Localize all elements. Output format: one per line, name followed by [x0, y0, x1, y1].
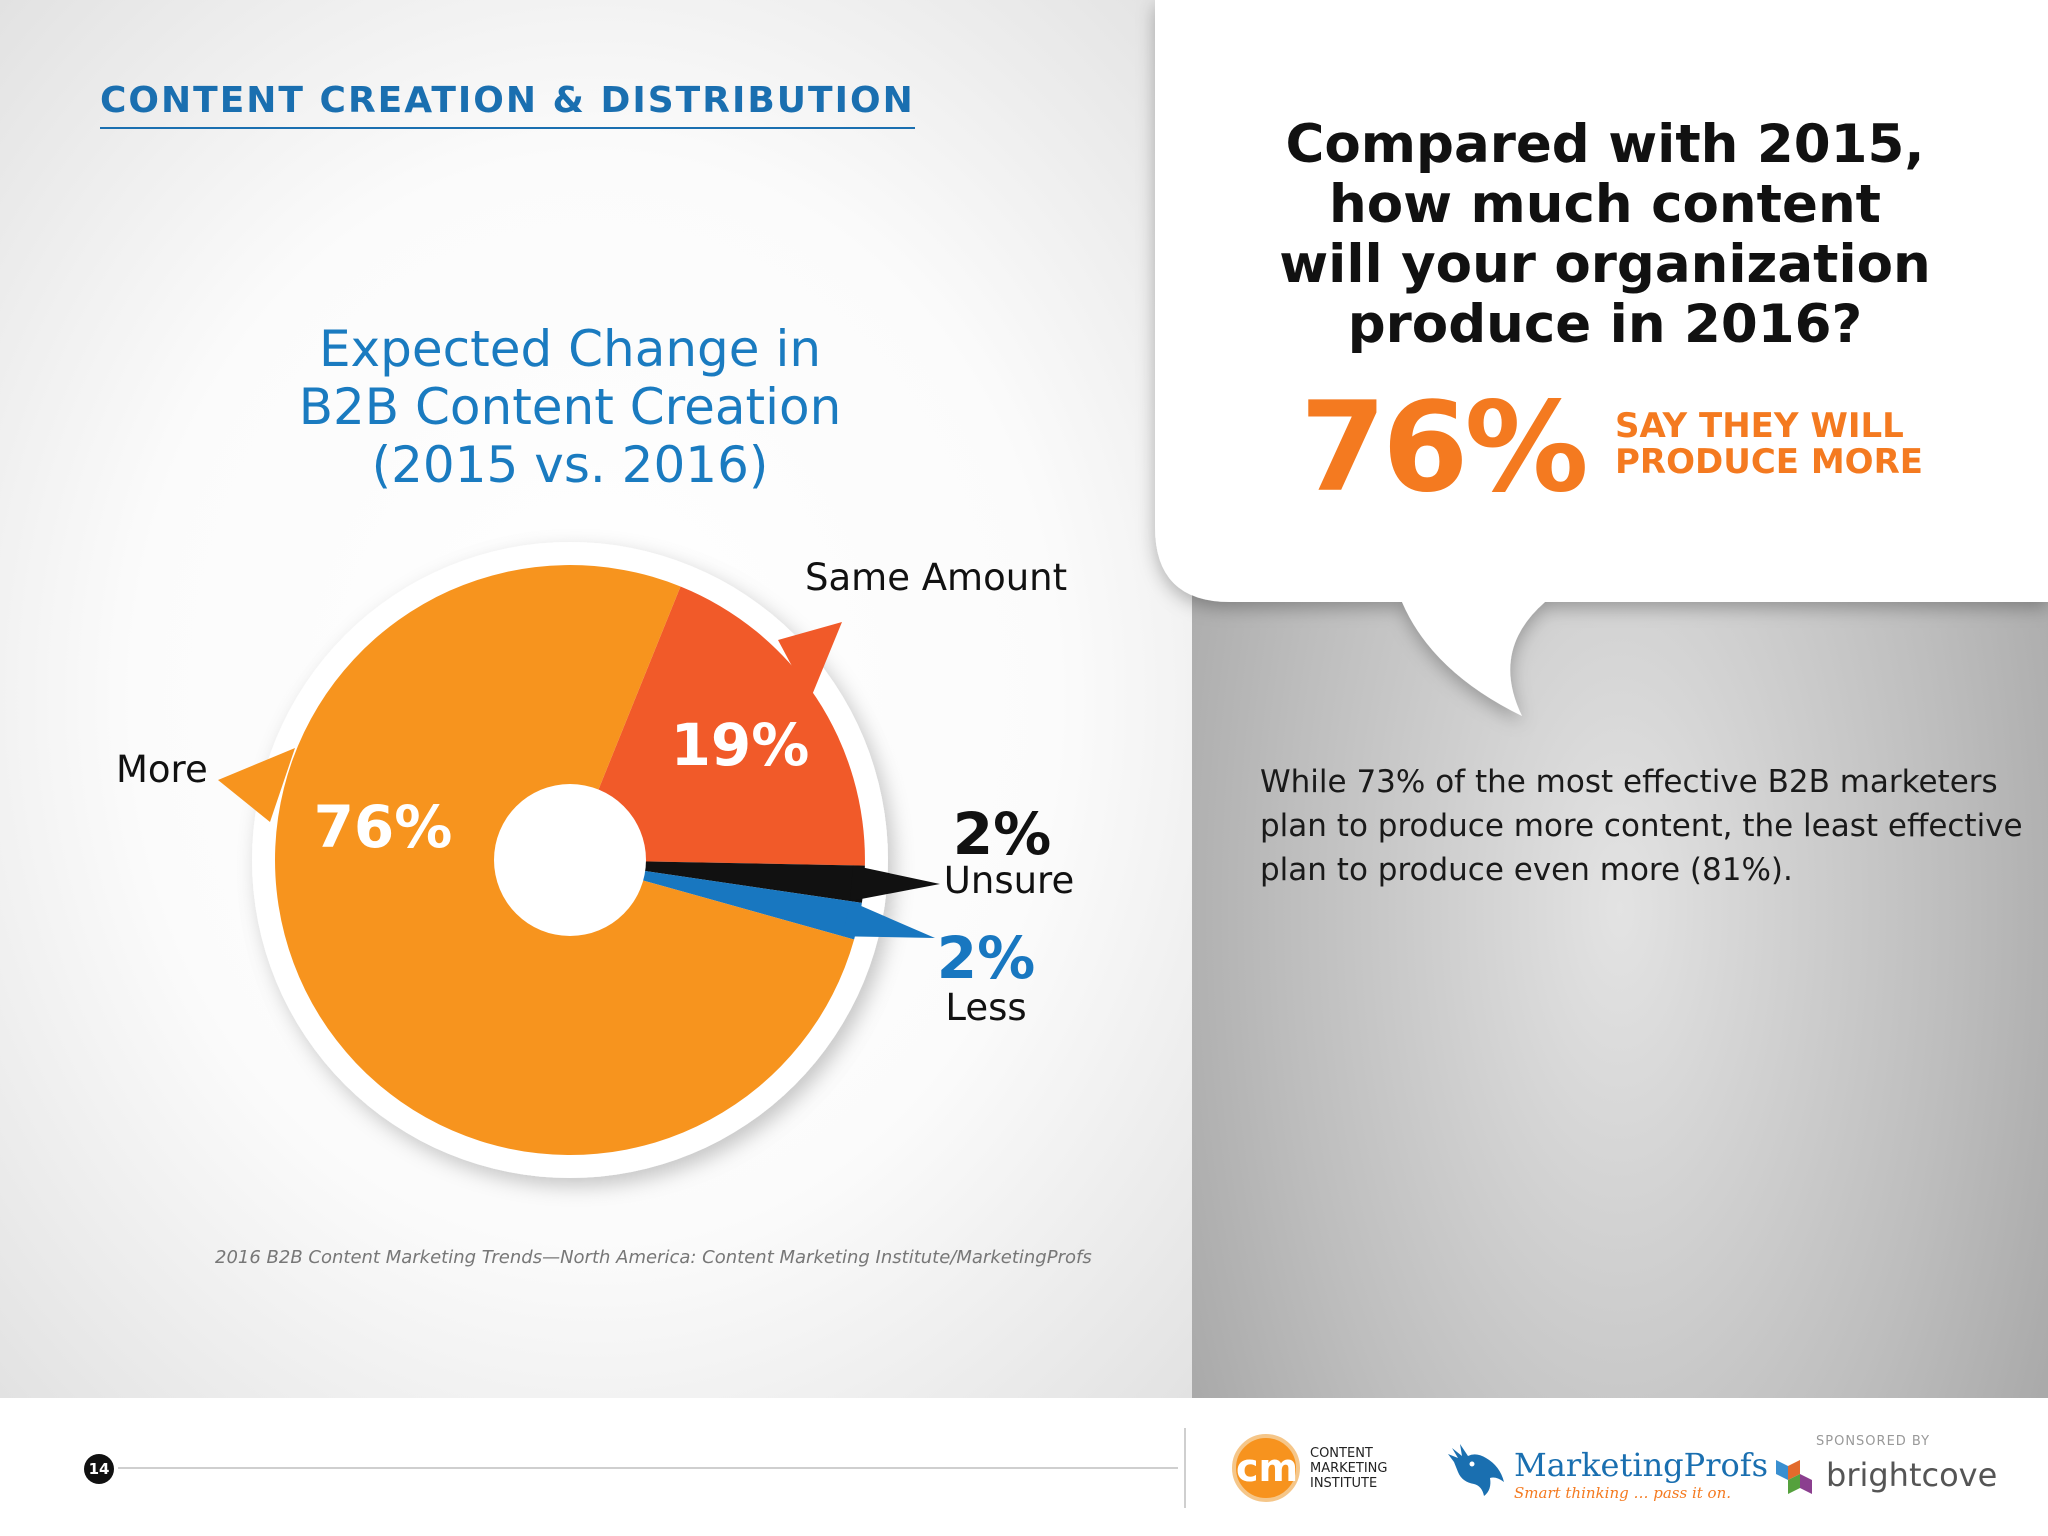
source-note: 2016 B2B Content Marketing Trends—North … — [215, 1247, 1092, 1268]
chart-title-line: B2B Content Creation — [298, 378, 842, 436]
section-heading: CONTENT CREATION & DISTRIBUTION — [100, 80, 915, 129]
value-label-unsure: 2% — [953, 800, 1051, 868]
big-stat-caption: SAY THEY WILL PRODUCE MORE — [1615, 408, 1923, 480]
brightcove-logo[interactable]: SPONSORED BY brightcove — [1772, 1434, 2012, 1504]
cmi-text-line: INSTITUTE — [1310, 1476, 1378, 1491]
question-line: Compared with 2015, — [1285, 114, 1925, 175]
category-label-more: More — [116, 748, 208, 791]
brightcove-mark-icon — [1776, 1460, 1812, 1494]
cmi-logo-badge: cm — [1232, 1434, 1300, 1502]
marketingprofs-name: MarketingProfs — [1514, 1446, 1769, 1484]
survey-question: Compared with 2015, how much content wil… — [1230, 115, 1980, 355]
chart-title-line: (2015 vs. 2016) — [371, 436, 769, 494]
caption-line: SAY THEY WILL — [1615, 406, 1904, 446]
marketingprofs-logo[interactable]: MarketingProfs Smart thinking … pass it … — [1448, 1440, 1768, 1510]
speech-bubble-shape — [1155, 0, 2048, 716]
brightcove-name: brightcove — [1826, 1456, 1998, 1494]
footer-divider — [1184, 1428, 1186, 1508]
page-number: 14 — [84, 1454, 114, 1484]
cmi-logo[interactable]: cm CONTENT MARKETING INSTITUTE — [1232, 1434, 1402, 1506]
cmi-text-line: CONTENT — [1310, 1446, 1373, 1461]
value-label-same-amount: 19% — [671, 711, 810, 779]
question-line: will your organization — [1279, 234, 1931, 295]
slice-pointers — [218, 622, 940, 938]
question-line: produce in 2016? — [1347, 294, 1863, 355]
pointer-less — [842, 901, 935, 938]
chart-title-line: Expected Change in — [318, 320, 822, 378]
cmi-text-line: MARKETING — [1310, 1461, 1388, 1476]
insight-line: While 73% of the most effective B2B mark… — [1260, 764, 1998, 800]
value-label-more: 76% — [314, 793, 453, 861]
insight-text: While 73% of the most effective B2B mark… — [1260, 760, 2023, 892]
chart-title: Expected Change in B2B Content Creation … — [190, 320, 950, 494]
pointer-unsure — [849, 865, 940, 902]
pie-center-hole — [494, 784, 646, 936]
category-label-same-amount: Same Amount — [805, 556, 1067, 599]
bird-icon — [1448, 1444, 1504, 1496]
pointer-more — [218, 748, 295, 822]
cmi-logo-text: CONTENT MARKETING INSTITUTE — [1310, 1446, 1387, 1491]
question-line: how much content — [1328, 174, 1882, 235]
category-label-unsure: Unsure — [944, 859, 1074, 902]
sponsored-by-label: SPONSORED BY — [1816, 1434, 1931, 1449]
marketingprofs-tagline: Smart thinking … pass it on. — [1514, 1484, 1732, 1502]
slice-same-amount — [570, 586, 865, 866]
big-stat: 76% — [1300, 376, 1589, 520]
footer-rule — [118, 1467, 1178, 1469]
insight-line: plan to produce even more (81%). — [1260, 852, 1793, 888]
pointer-same-amount — [778, 622, 842, 700]
insight-line: plan to produce more content, the least … — [1260, 808, 2023, 844]
value-label-less: 2% — [937, 924, 1035, 992]
category-label-less: Less — [945, 986, 1026, 1029]
caption-line: PRODUCE MORE — [1615, 442, 1923, 482]
